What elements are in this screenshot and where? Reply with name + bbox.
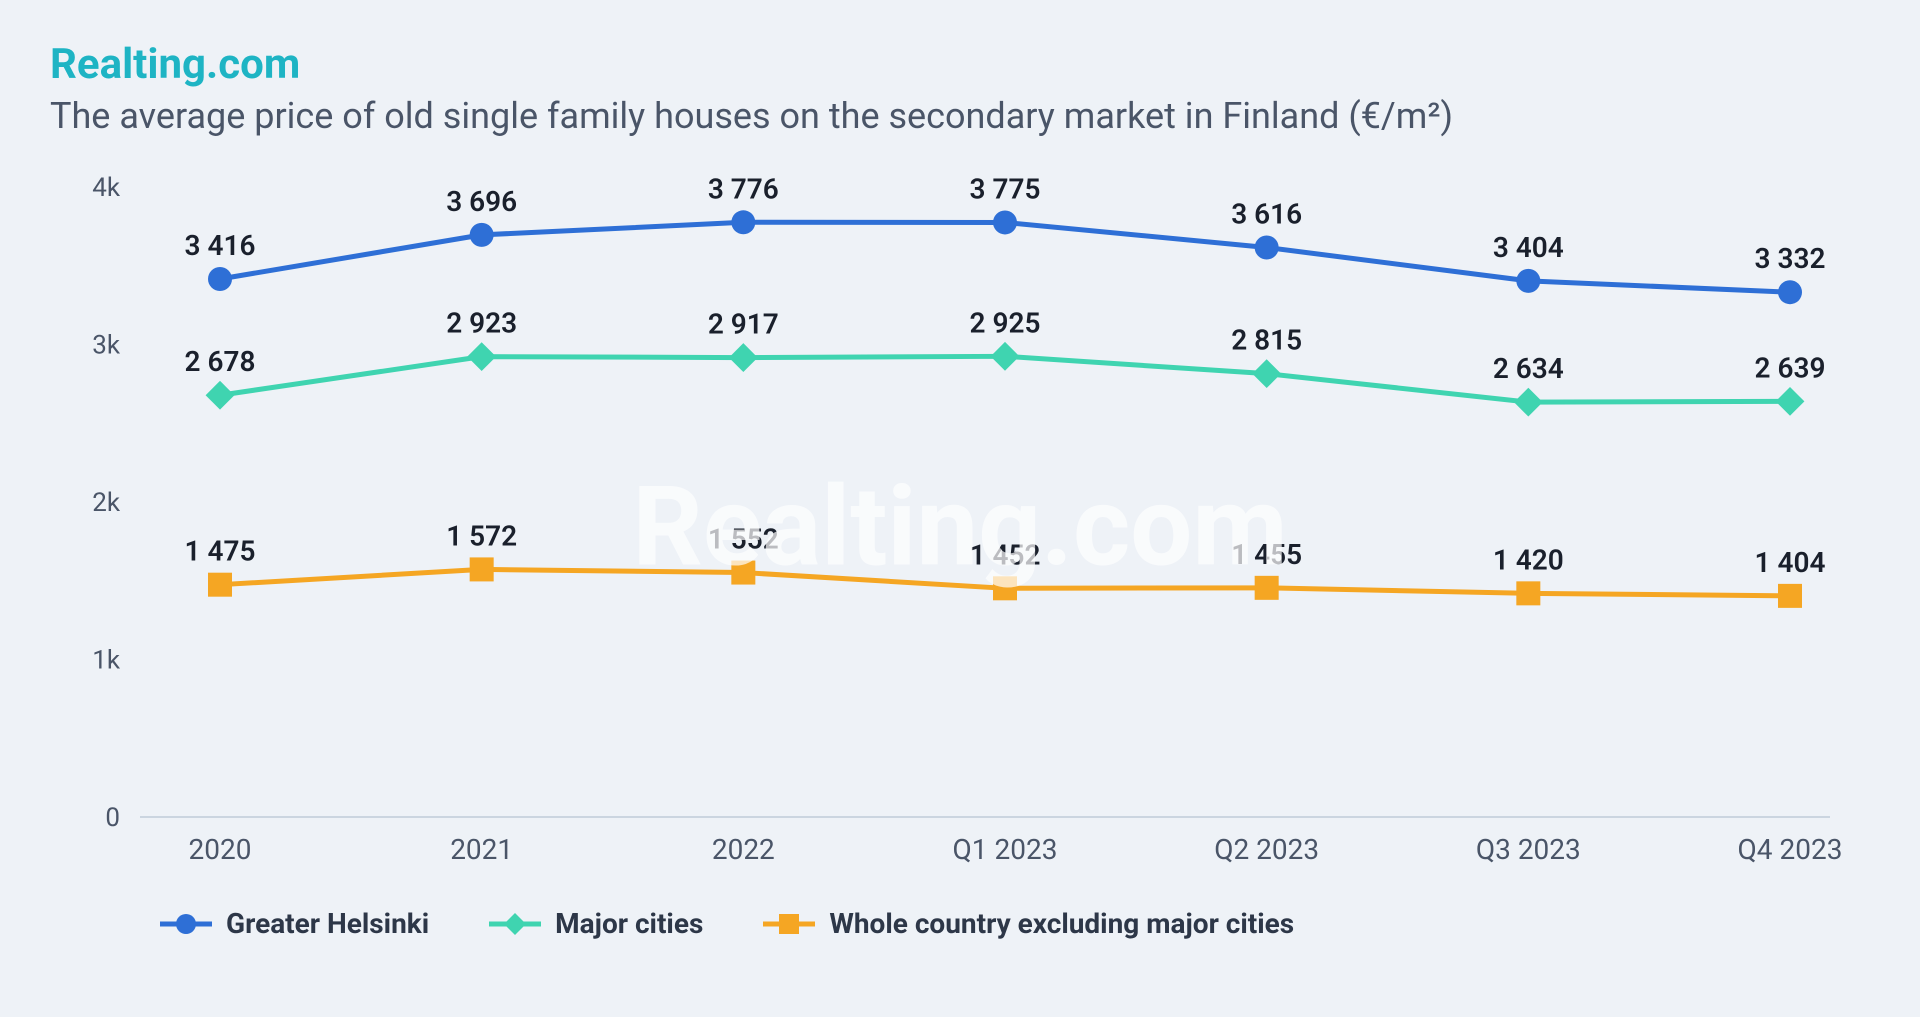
legend-label: Major cities <box>555 907 703 940</box>
data-marker <box>729 343 758 372</box>
x-tick-label: 2021 <box>450 833 513 866</box>
data-label: 2 815 <box>1231 324 1302 357</box>
chart-container: Realting.com 01k2k3k4k202020212022Q1 202… <box>50 167 1870 887</box>
data-marker <box>1778 584 1802 608</box>
data-marker <box>993 576 1017 600</box>
data-label: 2 917 <box>708 308 779 341</box>
data-marker <box>1776 387 1805 416</box>
legend-item: Whole country excluding major cities <box>763 907 1294 940</box>
data-label: 1 455 <box>1231 538 1302 571</box>
data-label: 3 776 <box>708 172 779 205</box>
x-tick-label: 2022 <box>712 833 775 866</box>
legend-marker <box>489 913 541 935</box>
data-marker <box>731 561 755 585</box>
data-label: 2 925 <box>970 306 1041 339</box>
data-label: 2 923 <box>446 307 517 340</box>
legend-item: Major cities <box>489 907 703 940</box>
x-tick-label: Q4 2023 <box>1738 833 1843 866</box>
data-label: 3 404 <box>1493 231 1564 264</box>
x-tick-label: Q3 2023 <box>1476 833 1581 866</box>
y-tick-label: 3k <box>92 331 121 361</box>
legend-label: Whole country excluding major cities <box>829 907 1294 940</box>
legend-marker <box>160 913 212 935</box>
data-marker <box>470 223 494 247</box>
y-tick-label: 1k <box>92 646 121 676</box>
data-marker <box>206 381 235 410</box>
data-label: 2 639 <box>1755 351 1826 384</box>
data-label: 1 452 <box>970 538 1041 571</box>
data-label: 1 420 <box>1493 543 1564 576</box>
data-label: 2 678 <box>185 345 256 378</box>
data-marker <box>208 267 232 291</box>
data-marker <box>467 342 496 371</box>
legend-item: Greater Helsinki <box>160 907 429 940</box>
data-label: 3 616 <box>1231 197 1302 230</box>
chart-subtitle: The average price of old single family h… <box>50 95 1870 137</box>
data-label: 2 634 <box>1493 352 1564 385</box>
data-label: 3 696 <box>446 185 517 218</box>
data-marker <box>208 573 232 597</box>
chart-legend: Greater Helsinki Major cities Whole countr… <box>50 907 1870 940</box>
data-label: 1 552 <box>708 523 779 556</box>
data-label: 1 404 <box>1755 546 1826 579</box>
data-marker <box>470 557 494 581</box>
data-label: 3 775 <box>970 172 1041 205</box>
data-marker <box>1516 269 1540 293</box>
data-marker <box>1516 581 1540 605</box>
legend-label: Greater Helsinki <box>226 907 429 940</box>
data-marker <box>1514 388 1543 417</box>
y-tick-label: 0 <box>105 803 120 833</box>
data-marker <box>1255 235 1279 259</box>
data-label: 3 416 <box>185 229 256 262</box>
y-tick-label: 4k <box>92 173 121 203</box>
data-label: 1 475 <box>185 535 256 568</box>
x-tick-label: Q1 2023 <box>953 833 1058 866</box>
data-marker <box>991 342 1020 371</box>
data-marker <box>1255 576 1279 600</box>
data-marker <box>1252 359 1281 388</box>
data-marker <box>993 210 1017 234</box>
legend-marker <box>763 913 815 935</box>
data-label: 3 332 <box>1755 242 1826 275</box>
data-marker <box>1778 280 1802 304</box>
brand-title: Realting.com <box>50 40 1870 89</box>
line-chart: 0 1k 2k 3k 4k 2020 2021 2022 Q1 2023 Q2 2023 Q3 20… <box>50 167 1870 887</box>
x-tick-label: 2020 <box>189 833 252 866</box>
data-marker <box>731 210 755 234</box>
data-label: 1 572 <box>446 519 517 552</box>
y-tick-label: 2k <box>92 488 121 518</box>
x-tick-label: Q2 2023 <box>1214 833 1319 866</box>
